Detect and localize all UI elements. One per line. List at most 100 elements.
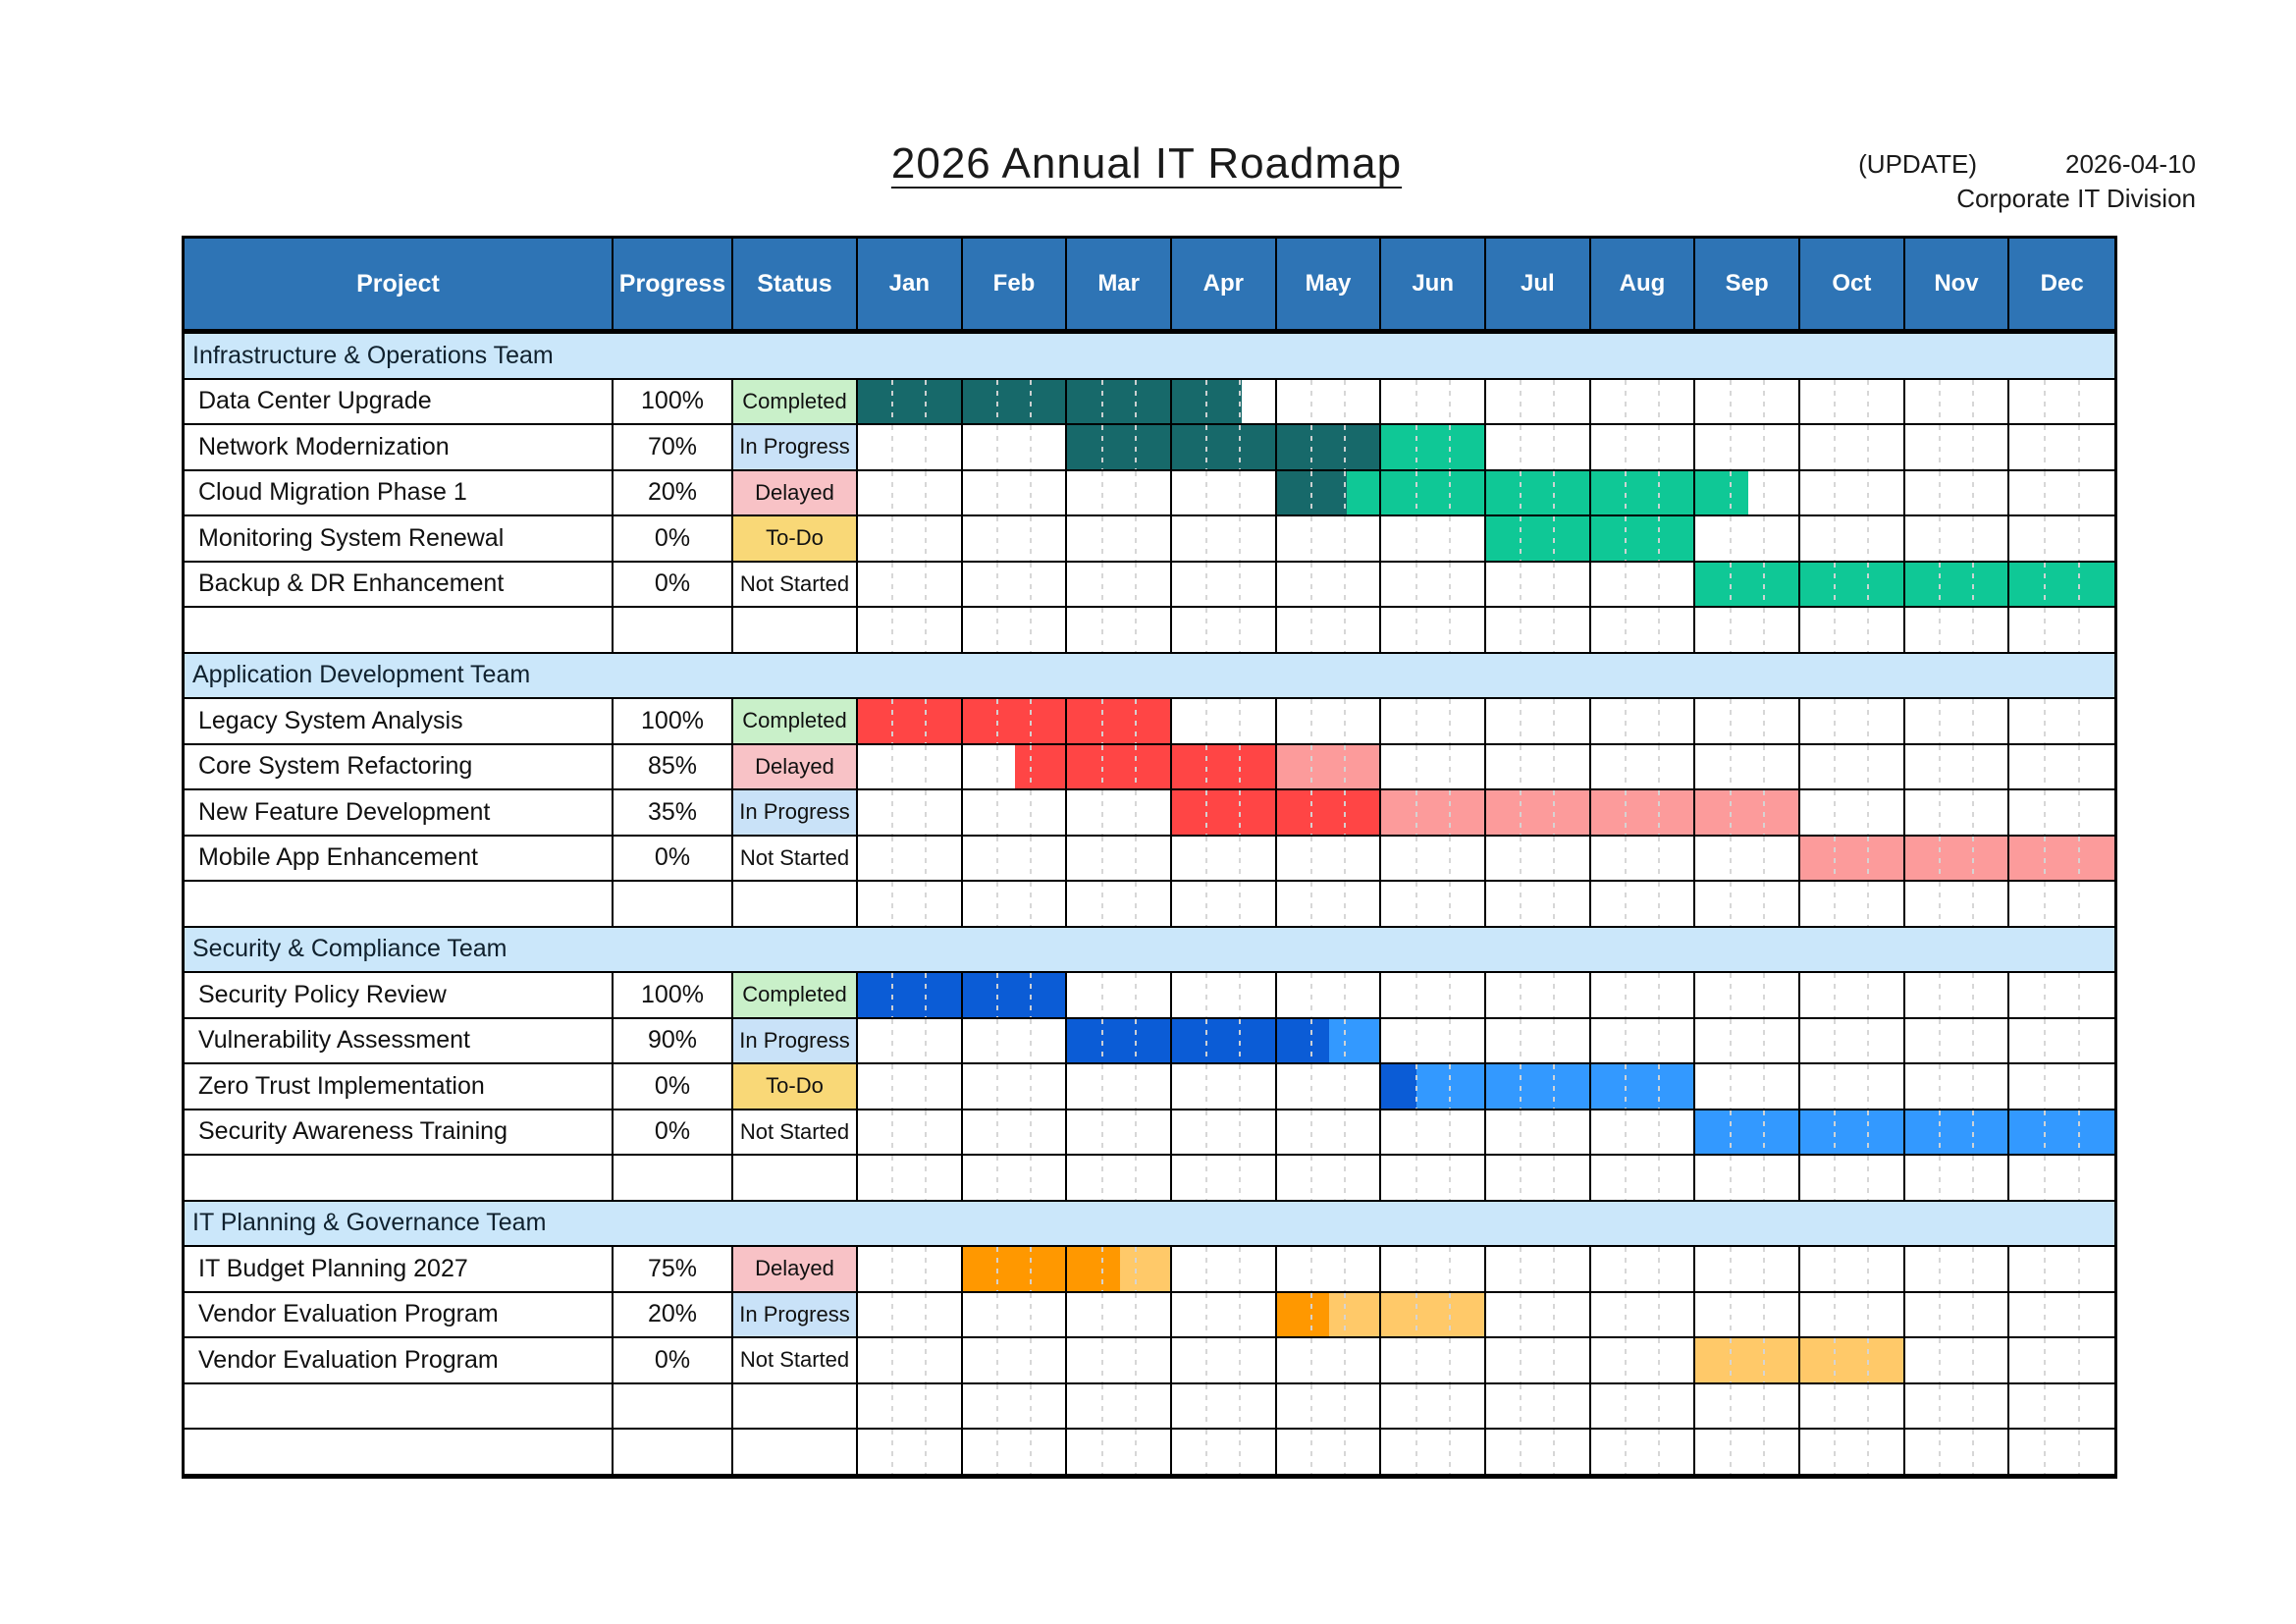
month-cell (1381, 699, 1486, 743)
month-cell (858, 562, 963, 606)
status-cell: Delayed (733, 744, 858, 788)
month-cell (858, 744, 963, 788)
month-cell (1904, 425, 2010, 469)
month-cell (1171, 516, 1277, 561)
month-cell (1067, 470, 1172, 514)
status-cell: Delayed (733, 1247, 858, 1291)
month-cell (1171, 608, 1277, 652)
month-cell (1067, 836, 1172, 880)
month-cell (1381, 973, 1486, 1017)
month-cell (1695, 836, 1800, 880)
header-month: Dec (2040, 270, 2084, 297)
gantt-bar-planned (1695, 1110, 2114, 1154)
month-cell (1590, 1156, 1696, 1200)
month-cell (962, 516, 1068, 561)
header-month: Sep (1695, 239, 1800, 329)
month-cell (2009, 790, 2114, 835)
month-cell (1067, 1292, 1172, 1336)
month-cell (1590, 1292, 1696, 1336)
gantt-bar-actual (1276, 470, 1348, 514)
month-cell (1799, 1064, 1905, 1109)
months-grid (858, 1110, 2114, 1154)
gantt-bar-planned (1381, 425, 1486, 469)
project-cell (185, 1383, 614, 1428)
month-cell (2009, 379, 2114, 423)
month-cell (1485, 608, 1591, 652)
month-cell (962, 1110, 1068, 1154)
month-cell (1695, 425, 1800, 469)
table-body: Infrastructure & Operations Team Data Cen… (185, 334, 2114, 1476)
project-cell: New Feature Development (185, 790, 614, 835)
months-grid (858, 1156, 2114, 1200)
task-row: Backup & DR Enhancement 0% Not Started (185, 562, 2114, 608)
task-row: Legacy System Analysis 100% Completed (185, 699, 2114, 745)
status-cell: Completed (733, 973, 858, 1017)
month-cell (1904, 1383, 2010, 1428)
month-cell (1799, 699, 1905, 743)
month-cell (1695, 744, 1800, 788)
month-cell (1171, 1383, 1277, 1428)
months-grid (858, 1338, 2114, 1382)
month-cell (1381, 562, 1486, 606)
month-cell (1485, 1430, 1591, 1474)
month-cell (1590, 973, 1696, 1017)
update-label: (UPDATE) (1858, 149, 1977, 179)
month-cell (858, 608, 963, 652)
project-cell: Network Modernization (185, 425, 614, 469)
month-cell (1695, 608, 1800, 652)
month-cell (1276, 836, 1382, 880)
month-cell (1276, 1247, 1382, 1291)
task-row: Monitoring System Renewal 0% To-Do (185, 516, 2114, 563)
months-grid (858, 1292, 2114, 1336)
progress-cell: 0% (614, 516, 733, 561)
month-cell (1590, 1430, 1696, 1474)
month-cell (1590, 608, 1696, 652)
month-cell (1067, 1064, 1172, 1109)
month-cell (1485, 699, 1591, 743)
progress-cell: 20% (614, 470, 733, 514)
month-cell (1171, 562, 1277, 606)
month-cell (1904, 973, 2010, 1017)
month-cell (1590, 1383, 1696, 1428)
progress-cell: 0% (614, 562, 733, 606)
month-cell (1590, 1018, 1696, 1062)
month-cell (1485, 1018, 1591, 1062)
month-cell (2009, 1064, 2114, 1109)
project-cell: Cloud Migration Phase 1 (185, 470, 614, 514)
status-cell: Delayed (733, 470, 858, 514)
task-row: Data Center Upgrade 100% Completed (185, 379, 2114, 425)
months-grid (858, 516, 2114, 561)
month-cell (1590, 836, 1696, 880)
header-month: May (1277, 239, 1382, 329)
status-cell: To-Do (733, 516, 858, 561)
gantt-bar-actual (1067, 1018, 1329, 1062)
month-cell (1381, 882, 1486, 926)
month-cell (1485, 1338, 1591, 1382)
progress-cell: 35% (614, 790, 733, 835)
month-cell (1067, 1156, 1172, 1200)
month-cell (1067, 1383, 1172, 1428)
month-cell (962, 1292, 1068, 1336)
task-row: Vulnerability Assessment 90% In Progress (185, 1018, 2114, 1064)
header-month: Apr (1172, 239, 1277, 329)
month-cell (2009, 1292, 2114, 1336)
month-cell (962, 1338, 1068, 1382)
month-cell (1171, 1110, 1277, 1154)
task-row: Mobile App Enhancement 0% Not Started (185, 836, 2114, 882)
progress-cell: 100% (614, 379, 733, 423)
month-cell (1799, 744, 1905, 788)
status-cell: In Progress (733, 790, 858, 835)
month-cell (1904, 790, 2010, 835)
month-cell (1485, 425, 1591, 469)
month-cell (1904, 882, 2010, 926)
project-cell: Vendor Evaluation Program (185, 1338, 614, 1382)
task-row: Core System Refactoring 85% Delayed (185, 744, 2114, 790)
month-cell (1799, 1292, 1905, 1336)
month-cell (1695, 1247, 1800, 1291)
month-cell (1067, 1430, 1172, 1474)
month-cell (1799, 470, 1905, 514)
months-grid (858, 562, 2114, 606)
project-cell (185, 1156, 614, 1200)
month-cell (858, 1292, 963, 1336)
progress-cell (614, 1383, 733, 1428)
